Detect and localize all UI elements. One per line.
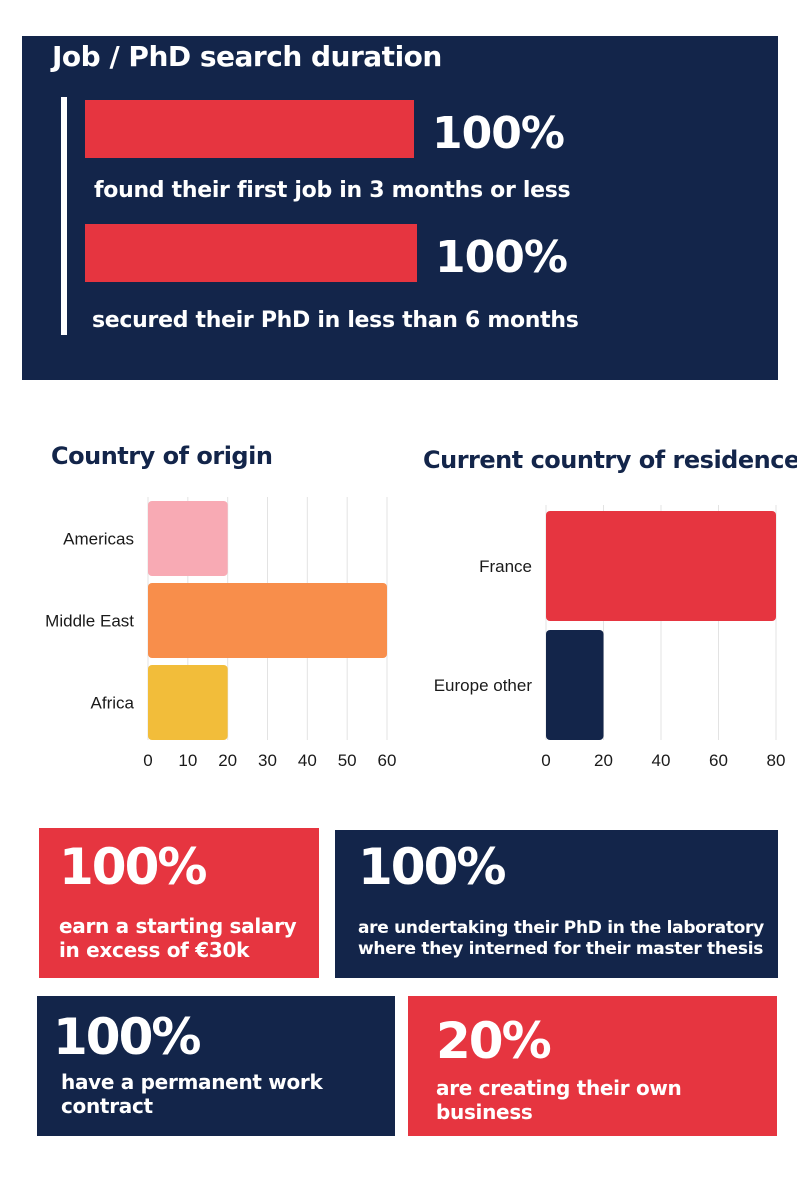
stat-box-salary: 100% earn a starting salary in excess of… [39,828,319,978]
stat-text-line: earn a starting salary [59,914,297,938]
progress-bar-first-job [85,100,414,158]
stat-box-permanent-contract: 100% have a permanent work contract [37,996,395,1136]
search-duration-panel: Job / PhD search duration 100% found the… [22,36,778,380]
category-label: Middle East [45,612,134,631]
category-label: Africa [91,694,135,713]
stat-number-salary: 100% [59,838,207,896]
stat-text-line: are undertaking their PhD in the laborat… [358,918,764,938]
panel-title: Job / PhD search duration [52,40,442,73]
x-tick-label: 0 [143,751,152,770]
bar-middle-east [148,583,387,658]
stat-number-lab-phd: 100% [358,838,506,896]
label-first-job: found their first job in 3 months or les… [94,178,571,203]
x-tick-label: 20 [594,751,613,770]
x-tick-label: 60 [709,751,728,770]
stat-box-own-business: 20% are creating their own business [408,996,777,1136]
bar-france [546,511,776,621]
category-label: Europe other [434,676,533,695]
x-tick-label: 40 [652,751,671,770]
category-label: Americas [63,530,134,549]
stat-text-permanent-contract: have a permanent work contract [61,1070,323,1118]
x-tick-label: 80 [767,751,786,770]
bar-americas [148,501,228,576]
x-tick-label: 60 [378,751,397,770]
progress-bar-phd [85,224,417,282]
x-tick-label: 0 [541,751,550,770]
x-tick-label: 10 [178,751,197,770]
stat-number-own-business: 20% [436,1012,552,1070]
stat-text-line: contract [61,1094,153,1118]
chart-title-origin: Country of origin [51,442,273,470]
label-phd: secured their PhD in less than 6 months [92,308,579,333]
percent-phd: 100% [435,232,568,283]
x-tick-label: 50 [338,751,357,770]
stat-box-lab-phd: 100% are undertaking their PhD in the la… [335,830,778,978]
x-tick-label: 20 [218,751,237,770]
chart-title-residence: Current country of residence [423,446,797,474]
stat-number-permanent-contract: 100% [53,1008,201,1066]
stat-text-lab-phd: are undertaking their PhD in the laborat… [358,918,764,960]
x-tick-label: 30 [258,751,277,770]
stat-text-line: in excess of €30k [59,938,250,962]
x-tick-label: 40 [298,751,317,770]
stat-text-own-business: are creating their own business [436,1076,682,1124]
bar-europe-other [546,630,604,740]
percent-first-job: 100% [432,108,565,159]
category-label: France [479,557,532,576]
bar-africa [148,665,228,740]
stat-text-line: are creating their own [436,1076,682,1100]
stat-text-line: where they interned for their master the… [358,939,764,959]
panel-divider-line [61,97,67,335]
stat-text-line: have a permanent work [61,1070,323,1094]
stat-text-line: business [436,1100,533,1124]
stat-text-salary: earn a starting salary in excess of €30k [59,914,297,962]
